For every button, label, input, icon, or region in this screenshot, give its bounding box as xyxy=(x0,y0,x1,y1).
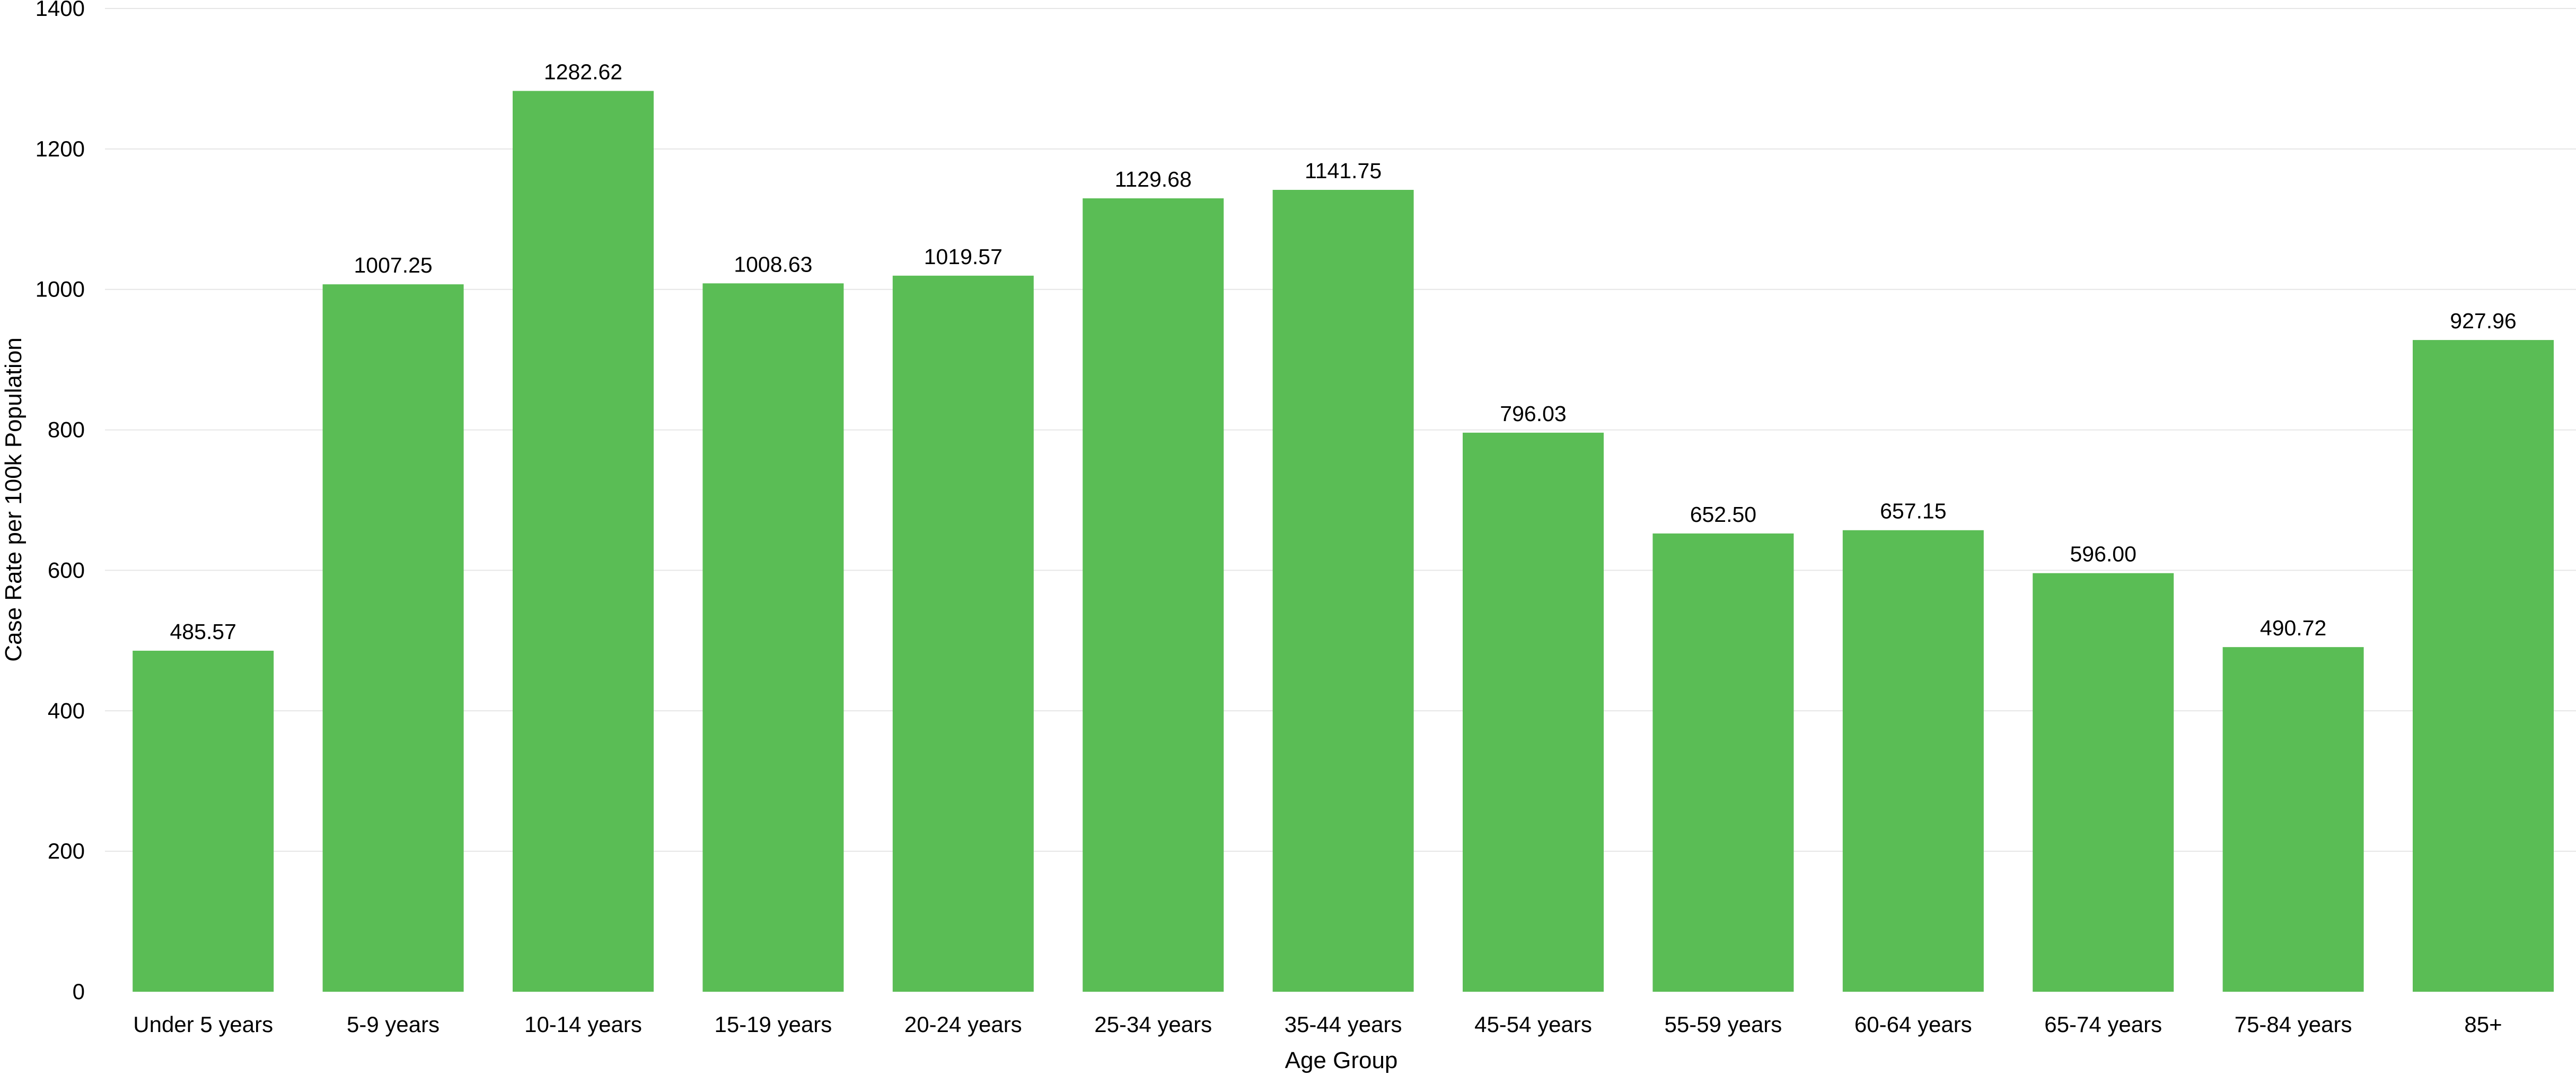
bar-value-label: 652.50 xyxy=(1690,502,1756,527)
bar xyxy=(133,650,274,992)
y-tick-label: 0 xyxy=(73,979,85,1004)
bars xyxy=(133,91,2554,992)
x-tick-label: 55-59 years xyxy=(1665,1012,1782,1037)
bar xyxy=(1842,530,1984,992)
bar-value-label: 927.96 xyxy=(2450,309,2516,333)
x-axis-title: Age Group xyxy=(1285,1047,1398,1073)
bar-value-label: 596.00 xyxy=(2070,542,2136,566)
y-tick-label: 800 xyxy=(48,417,85,442)
bar-value-label: 1007.25 xyxy=(354,253,432,277)
bar-value-label: 1129.68 xyxy=(1115,167,1192,191)
x-tick-label: 85+ xyxy=(2464,1012,2502,1037)
x-tick-label: 5-9 years xyxy=(347,1012,439,1037)
bar xyxy=(1652,533,1794,992)
x-tick-label: 75-84 years xyxy=(2235,1012,2352,1037)
x-tick-label: 25-34 years xyxy=(1094,1012,1212,1037)
y-tick-label: 600 xyxy=(48,557,85,582)
x-tick-label: 65-74 years xyxy=(2044,1012,2162,1037)
x-tick-label: 10-14 years xyxy=(524,1012,642,1037)
bar xyxy=(1272,189,1414,992)
bar-value-label: 1282.62 xyxy=(544,59,622,84)
bar xyxy=(513,91,654,992)
bar-value-label: 485.57 xyxy=(170,619,236,644)
y-tick-label: 1400 xyxy=(36,0,85,21)
bar-value-label: 796.03 xyxy=(1500,401,1566,426)
x-axis-ticks: Under 5 years 5-9 years 10-14 years 15-19 y… xyxy=(133,1012,2502,1037)
y-tick-label: 200 xyxy=(48,838,85,863)
bar xyxy=(322,284,464,992)
bar-value-label: 1141.75 xyxy=(1305,159,1382,183)
y-tick-label: 1000 xyxy=(36,277,85,302)
y-axis-title: Case Rate per 100k Population xyxy=(1,337,27,662)
x-tick-label: 45-54 years xyxy=(1474,1012,1592,1037)
bar xyxy=(1463,432,1604,992)
data-labels: 485.57 1007.25 1282.62 1008.63 1019.57 1129.6… xyxy=(170,59,2516,644)
bar xyxy=(1083,198,1224,992)
bar-value-label: 1019.57 xyxy=(924,244,1003,269)
y-tick-label: 1200 xyxy=(36,136,85,161)
y-axis-ticks: 0 200 400 600 800 1000 1200 1400 xyxy=(36,0,85,1004)
bar xyxy=(2413,340,2554,992)
x-tick-label: Under 5 years xyxy=(133,1012,273,1037)
bar xyxy=(892,275,1034,992)
x-tick-label: 20-24 years xyxy=(904,1012,1022,1037)
bar-value-label: 1008.63 xyxy=(734,252,812,276)
x-tick-label: 15-19 years xyxy=(715,1012,832,1037)
y-tick-label: 400 xyxy=(48,698,85,723)
bar-value-label: 490.72 xyxy=(2260,616,2326,640)
x-tick-label: 35-44 years xyxy=(1285,1012,1402,1037)
x-tick-label: 60-64 years xyxy=(1854,1012,1972,1037)
bar xyxy=(2222,647,2364,992)
bar xyxy=(702,283,844,992)
bar-value-label: 657.15 xyxy=(1880,499,1946,523)
bar xyxy=(2033,573,2174,992)
